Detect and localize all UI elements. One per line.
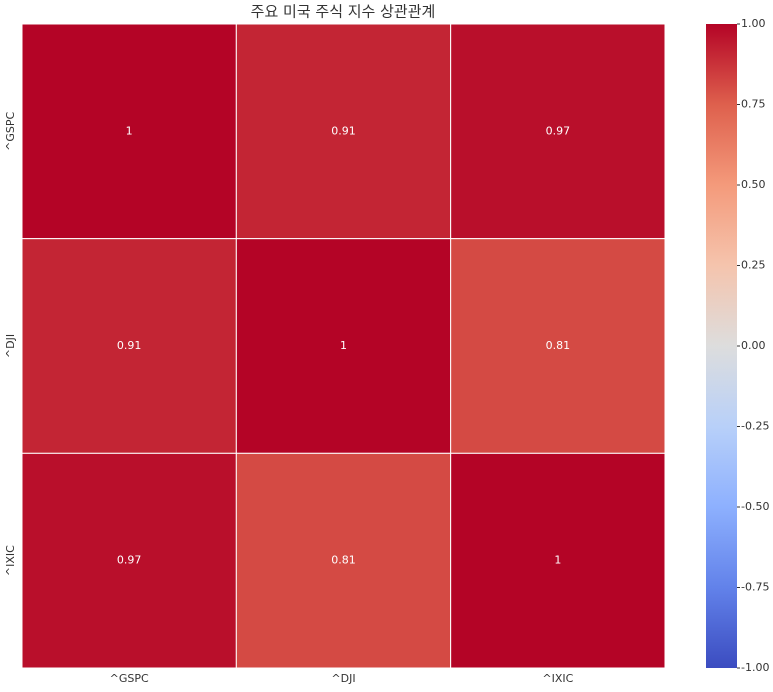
- heatmap-cell: [235, 452, 452, 669]
- colorbar-tick-label: 0.25: [741, 259, 766, 272]
- cell-label: 1: [554, 554, 561, 567]
- colorbar-tick-label: 0.50: [741, 178, 766, 191]
- heatmap-cell: [450, 238, 666, 454]
- colorbar-tick-label: -1.00: [741, 661, 769, 674]
- colorbar-tick-label: -0.25: [741, 420, 769, 433]
- y-tick-label: ^DJI: [4, 334, 17, 358]
- heatmap-cell: [21, 452, 237, 669]
- colorbar-tick-label: 0.75: [741, 98, 766, 111]
- colorbar-tick-label: -0.75: [741, 581, 769, 594]
- cell-label: 0.91: [331, 124, 356, 137]
- heatmap-cell: [450, 23, 666, 240]
- heatmap-cell: [235, 23, 452, 240]
- cell-label: 0.81: [546, 339, 571, 352]
- cell-label: 0.97: [117, 554, 142, 567]
- colorbar-tick-label: 1.00: [741, 17, 766, 30]
- cell-label: 0.91: [117, 339, 142, 352]
- cell-label: 0.81: [331, 554, 356, 567]
- colorbar-tick-label: 0.00: [741, 339, 766, 352]
- colorbar-tick-label: -0.50: [741, 500, 769, 513]
- heatmap-cell: [450, 452, 666, 669]
- x-tick-label: ^IXIC: [542, 672, 573, 685]
- colorbar: [706, 24, 737, 668]
- heatmap-cell: [21, 238, 237, 454]
- heatmap-cell: [235, 238, 452, 454]
- x-tick-label: ^DJI: [331, 672, 355, 685]
- heatmap-cell: [21, 23, 237, 240]
- chart-title: 주요 미국 주식 지수 상관관계: [251, 3, 436, 21]
- y-tick-label: ^IXIC: [4, 545, 17, 576]
- cell-label: 0.97: [546, 124, 571, 137]
- cell-label: 1: [126, 124, 133, 137]
- cell-label: 1: [340, 339, 347, 352]
- y-tick-label: ^GSPC: [4, 112, 17, 151]
- x-tick-label: ^GSPC: [110, 672, 149, 685]
